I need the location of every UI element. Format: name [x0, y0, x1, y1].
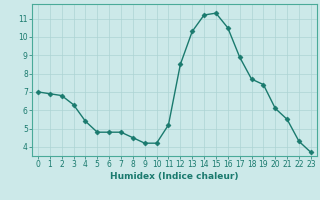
X-axis label: Humidex (Indice chaleur): Humidex (Indice chaleur) — [110, 172, 239, 181]
